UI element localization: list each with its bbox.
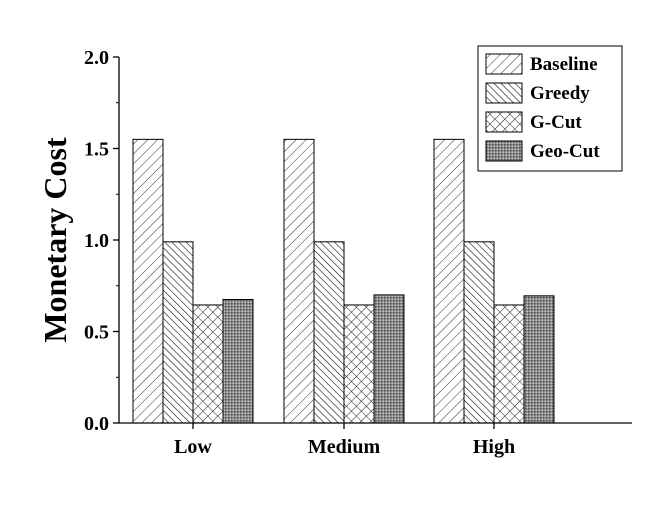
legend-label-greedy: Greedy bbox=[530, 83, 590, 104]
bar-baseline-low bbox=[132, 138, 164, 424]
bar-greedy-medium bbox=[313, 241, 345, 424]
x-category-label: High bbox=[473, 436, 515, 458]
x-labels-layer: Low Medium High bbox=[174, 423, 515, 458]
legend: Baseline Greedy G-Cut Geo-Cut bbox=[477, 45, 623, 172]
bar-geo-cut-medium bbox=[373, 294, 405, 424]
y-tick-label: 0.0 bbox=[84, 413, 109, 435]
y-tick-label: 1.0 bbox=[84, 230, 109, 252]
legend-swatch-geo-cut bbox=[485, 140, 523, 162]
y-tick-label: 2.0 bbox=[84, 47, 109, 69]
legend-label-g-cut: G-Cut bbox=[530, 112, 582, 133]
legend-swatch-g-cut bbox=[485, 111, 523, 133]
bars-layer bbox=[132, 138, 555, 424]
x-category-label: Low bbox=[174, 436, 212, 458]
legend-label-baseline: Baseline bbox=[530, 54, 598, 75]
y-axis-title: Monetary Cost bbox=[37, 137, 73, 343]
legend-label-geo-cut: Geo-Cut bbox=[530, 141, 600, 162]
bar-g-cut-low bbox=[192, 304, 224, 424]
bar-g-cut-high bbox=[493, 304, 525, 424]
bar-greedy-high bbox=[463, 241, 495, 424]
legend-swatch-baseline bbox=[485, 53, 523, 75]
x-category-label: Medium bbox=[308, 436, 381, 458]
bar-baseline-medium bbox=[283, 138, 315, 424]
bar-baseline-high bbox=[433, 138, 465, 424]
bar-geo-cut-low bbox=[222, 298, 254, 424]
bar-geo-cut-high bbox=[523, 295, 555, 424]
bar-greedy-low bbox=[162, 241, 194, 424]
y-ticks-layer: 0.0 0.5 1.0 1.5 2.0 bbox=[84, 47, 119, 435]
y-tick-label: 0.5 bbox=[84, 322, 109, 344]
y-tick-label: 1.5 bbox=[84, 139, 109, 161]
bar-g-cut-medium bbox=[343, 304, 375, 424]
legend-swatch-greedy bbox=[485, 82, 523, 104]
